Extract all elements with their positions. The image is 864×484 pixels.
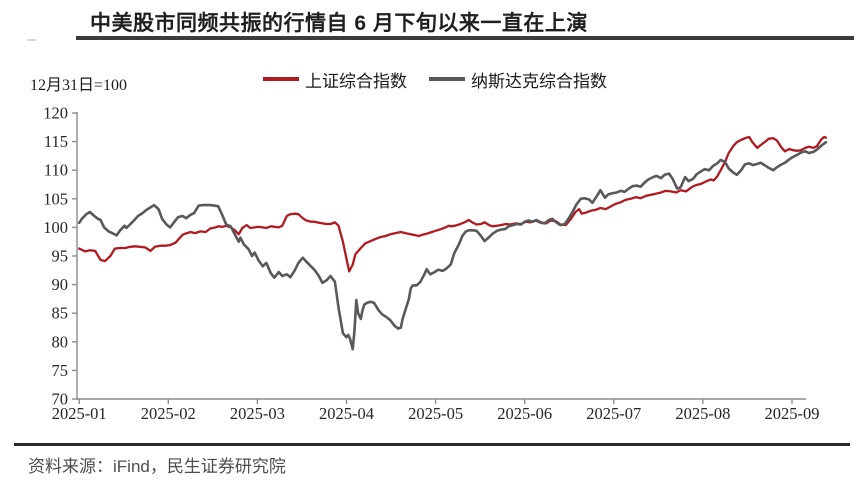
y-tick-label: 120 (43, 104, 68, 123)
legend-label-sse: 上证综合指数 (305, 71, 407, 91)
y-tick-label: 70 (52, 390, 69, 409)
y-tick-label: 75 (52, 361, 69, 380)
source-divider (14, 443, 850, 446)
x-tick-label: 2025-06 (497, 404, 552, 423)
y-tick-label: 110 (44, 161, 68, 180)
sse-line-swatch (263, 77, 299, 81)
corner-dash-artifact (27, 39, 36, 41)
x-tick-label: 2025-01 (52, 404, 107, 423)
index-base-note: 12月31日=100 (30, 77, 128, 94)
nasdaq-line (77, 140, 828, 351)
y-tick-label: 105 (43, 189, 68, 208)
y-tick-label: 100 (43, 218, 68, 237)
sse-line (78, 135, 828, 273)
legend-item-sse: 上证综合指数 (263, 67, 407, 92)
x-tick-label: 2025-03 (230, 404, 285, 423)
y-tick-label: 85 (52, 304, 69, 323)
legend-label-nasdaq: 纳斯达克综合指数 (471, 71, 607, 91)
title-underline (76, 36, 854, 40)
y-tick-label: 115 (44, 132, 68, 151)
legend-item-nasdaq: 纳斯达克综合指数 (429, 67, 607, 92)
nasdaq-line-swatch (429, 77, 465, 81)
y-tick-label: 95 (52, 247, 69, 266)
y-tick-label: 80 (52, 332, 69, 351)
x-tick-label: 2025-02 (141, 404, 196, 423)
x-tick-label: 2025-08 (675, 404, 730, 423)
x-tick-label: 2025-07 (586, 404, 641, 423)
chart-legend: 上证综合指数 纳斯达克综合指数 (263, 70, 607, 91)
x-tick-label: 2025-09 (765, 404, 820, 423)
chart-title: 中美股市同频共振的行情自 6 月下旬以来一直在上演 (90, 12, 588, 35)
x-tick-label: 2025-05 (408, 404, 463, 423)
y-tick-label: 90 (52, 275, 69, 294)
x-tick-label: 2025-04 (319, 404, 374, 423)
source-note: 资料来源：iFind，民生证券研究院 (28, 457, 286, 476)
